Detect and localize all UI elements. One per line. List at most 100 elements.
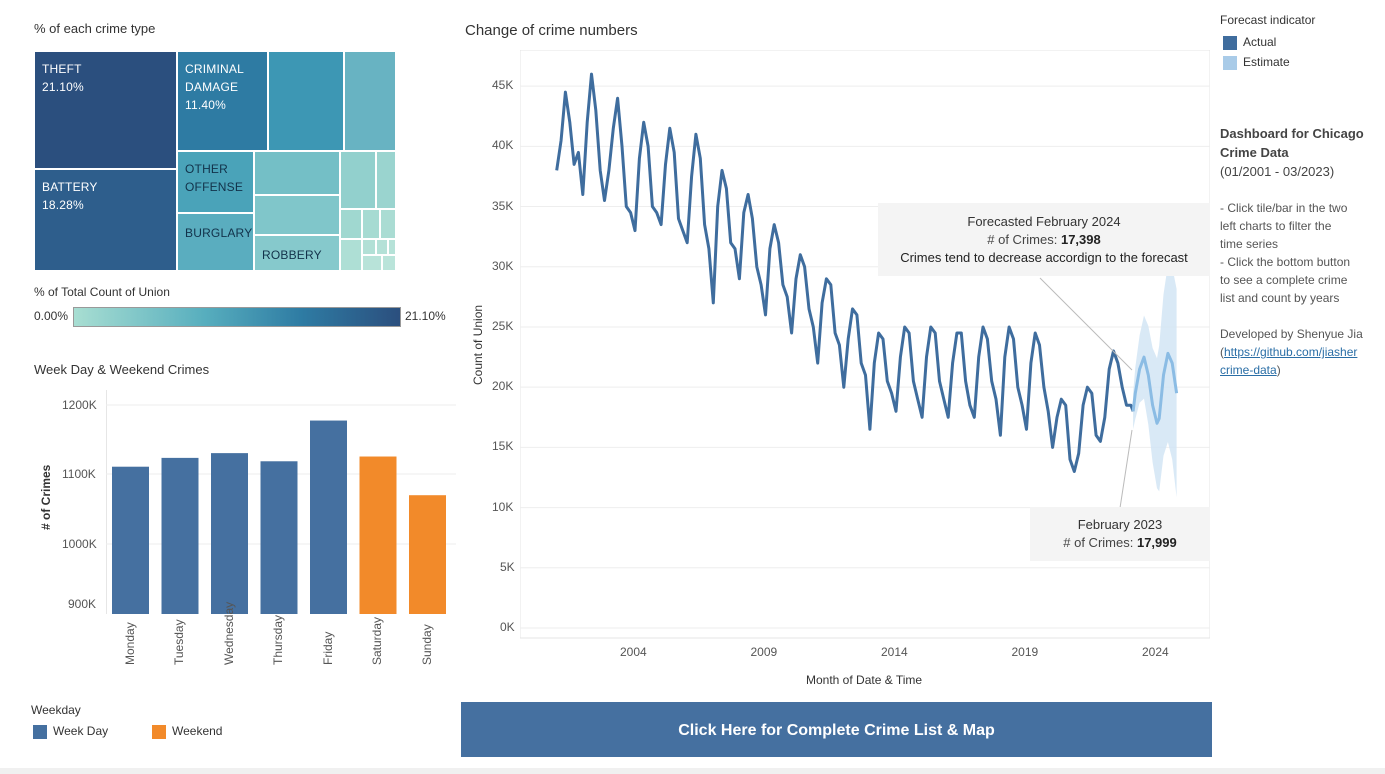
forecast-legend-title: Forecast indicator xyxy=(1220,13,1316,27)
tip2-line3: list and count by years xyxy=(1220,291,1340,305)
tile-battery[interactable]: BATTERY 18.28% xyxy=(34,169,177,271)
line-xtick: 2004 xyxy=(620,645,647,659)
line-ytick: 30K xyxy=(492,258,514,273)
actual-series-line[interactable] xyxy=(555,72,1135,473)
actual-tooltip-title: February 2023 xyxy=(1077,517,1163,532)
tile-unlabeled-10[interactable] xyxy=(340,239,362,271)
tile-unlabeled-4[interactable] xyxy=(254,195,340,235)
xtick-wednesday: Wednesday xyxy=(221,601,236,665)
tip2-line2: to see a complete crime xyxy=(1220,273,1348,287)
treemap-title: % of each crime type xyxy=(34,21,156,36)
actual-tooltip-count: # of Crimes: 17,999 xyxy=(1030,535,1210,550)
dashboard-heading: Dashboard for Chicago Crime Data (01/200… xyxy=(1220,124,1380,181)
tile-unlabeled-7[interactable] xyxy=(340,209,362,239)
forecast-tooltip-note: Crimes tend to decrease accordign to the… xyxy=(900,250,1188,265)
weekday-bars xyxy=(112,420,446,614)
line-chart-title: Change of crime numbers xyxy=(465,22,638,39)
bar-saturday[interactable] xyxy=(359,456,397,614)
tile-unlabeled-6[interactable] xyxy=(376,151,396,209)
line-ytick: 45K xyxy=(492,78,514,93)
tile-unlabeled-8[interactable] xyxy=(362,209,380,239)
weekday-ytick-1000k: 1000K xyxy=(62,537,97,551)
tile-theft-name: THEFT xyxy=(42,62,82,76)
tile-unlabeled-14[interactable] xyxy=(362,255,382,271)
xtick-tuesday: Tuesday xyxy=(172,619,186,665)
actual-tooltip: February 2023 # of Crimes: 17,999 xyxy=(1030,507,1210,561)
dashboard-heading-line1: Dashboard for Chicago xyxy=(1220,126,1364,141)
bar-wednesday[interactable] xyxy=(211,453,248,614)
bar-friday[interactable] xyxy=(310,420,347,614)
weekday-chart-ylabel: # of Crimes xyxy=(39,464,53,530)
line-ytick: 15K xyxy=(492,439,514,454)
line-ytick: 35K xyxy=(492,198,514,213)
bar-tuesday[interactable] xyxy=(161,457,199,614)
line-chart-frame xyxy=(520,50,1210,639)
weekday-bar-chart[interactable] xyxy=(106,390,456,620)
legend-estimate-label: Estimate xyxy=(1243,55,1290,69)
forecast-tooltip-label: # of Crimes: xyxy=(987,232,1058,247)
forecast-tooltip-value: 17,398 xyxy=(1060,232,1101,247)
line-ytick: 10K xyxy=(492,499,514,514)
tile-other-offense-line2: OFFENSE xyxy=(185,180,244,194)
legend-weekday-swatch xyxy=(33,724,47,739)
legend-weekend[interactable]: Weekend xyxy=(152,721,222,741)
legend-weekend-swatch xyxy=(152,724,166,739)
tile-unlabeled-1[interactable] xyxy=(268,51,344,151)
tile-unlabeled-12[interactable] xyxy=(376,239,388,255)
tile-unlabeled-2[interactable] xyxy=(344,51,396,151)
tile-unlabeled-13[interactable] xyxy=(388,239,396,255)
legend-actual[interactable]: Actual xyxy=(1223,32,1276,52)
tip1-line2: left charts to filter the xyxy=(1220,219,1332,233)
line-ytick: 0K xyxy=(500,620,515,634)
weekday-ytick-1200k: 1200K xyxy=(62,398,97,412)
github-link[interactable]: https://github.com/jiasher xyxy=(1224,345,1358,359)
tile-unlabeled-9[interactable] xyxy=(380,209,396,239)
line-ytick: 25K xyxy=(492,318,514,333)
weekday-chart-title: Week Day & Weekend Crimes xyxy=(34,362,210,377)
actual-callout-line xyxy=(1119,429,1133,509)
github-link-cont[interactable]: crime-data xyxy=(1220,363,1277,377)
line-xtick: 2009 xyxy=(750,645,778,659)
xtick-monday: Monday xyxy=(122,622,137,665)
bar-thursday[interactable] xyxy=(260,461,298,614)
estimate-series-line[interactable] xyxy=(1131,351,1179,425)
github-link-line1: (https://github.com/jiasher xyxy=(1220,345,1358,359)
color-legend-title: % of Total Count of Union xyxy=(34,285,170,299)
crime-trend-chart[interactable] xyxy=(520,50,1210,640)
tile-other-offense[interactable]: OTHER OFFENSE xyxy=(177,151,254,213)
tile-battery-pct: 18.28% xyxy=(42,198,84,212)
line-xtick: 2024 xyxy=(1142,645,1169,659)
tile-unlabeled-11[interactable] xyxy=(362,239,376,255)
tile-criminal-damage[interactable]: CRIMINAL DAMAGE 11.40% xyxy=(177,51,268,151)
legend-weekend-label: Weekend xyxy=(172,724,223,738)
bar-sunday[interactable] xyxy=(409,495,446,614)
bar-monday[interactable] xyxy=(112,466,149,614)
dashboard-heading-line3: (01/2001 - 03/2023) xyxy=(1220,164,1335,179)
tile-robbery[interactable]: ROBBERY xyxy=(254,235,340,271)
tile-burglary[interactable]: BURGLARY xyxy=(177,213,254,271)
forecast-tooltip: Forecasted February 2024 # of Crimes: 17… xyxy=(878,203,1210,276)
legend-weekday-label: Week Day xyxy=(53,724,109,738)
bottom-scrollbar[interactable] xyxy=(0,768,1385,774)
tile-theft-pct: 21.10% xyxy=(42,80,84,94)
actual-tooltip-label: # of Crimes: xyxy=(1063,535,1134,550)
legend-actual-label: Actual xyxy=(1243,35,1277,49)
xtick-thursday: Thursday xyxy=(271,614,285,665)
forecast-tooltip-title: Forecasted February 2024 xyxy=(967,214,1121,229)
tile-unlabeled-3[interactable] xyxy=(254,151,340,195)
legend-weekday[interactable]: Week Day xyxy=(33,721,108,741)
line-chart-xlabel: Month of Date & Time xyxy=(806,673,923,687)
line-chart-ylabel: Count of Union xyxy=(471,304,485,385)
tile-unlabeled-15[interactable] xyxy=(382,255,396,271)
tile-criminal-damage-line1: CRIMINAL xyxy=(185,62,244,76)
complete-crime-list-button[interactable]: Click Here for Complete Crime List & Map xyxy=(461,702,1212,757)
line-ytick: 20K xyxy=(492,379,514,394)
tile-theft[interactable]: THEFT 21.10% xyxy=(34,51,177,169)
crime-type-treemap[interactable]: THEFT 21.10% BATTERY 18.28% CRIMINAL DAMAGE… xyxy=(34,51,396,271)
tile-unlabeled-5[interactable] xyxy=(340,151,376,209)
legend-estimate[interactable]: Estimate xyxy=(1223,52,1290,72)
estimate-confidence-band xyxy=(1133,264,1177,498)
xtick-saturday: Saturday xyxy=(370,616,384,665)
color-legend-max: 21.10% xyxy=(405,309,446,323)
tile-criminal-damage-pct: 11.40% xyxy=(185,98,227,112)
